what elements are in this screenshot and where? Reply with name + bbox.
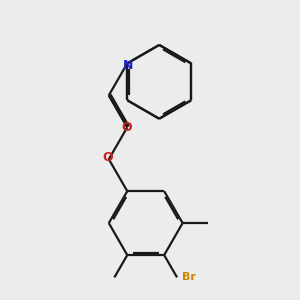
Text: N: N (123, 59, 133, 72)
Text: Br: Br (182, 272, 196, 282)
Text: O: O (121, 121, 131, 134)
Text: O: O (103, 151, 113, 164)
